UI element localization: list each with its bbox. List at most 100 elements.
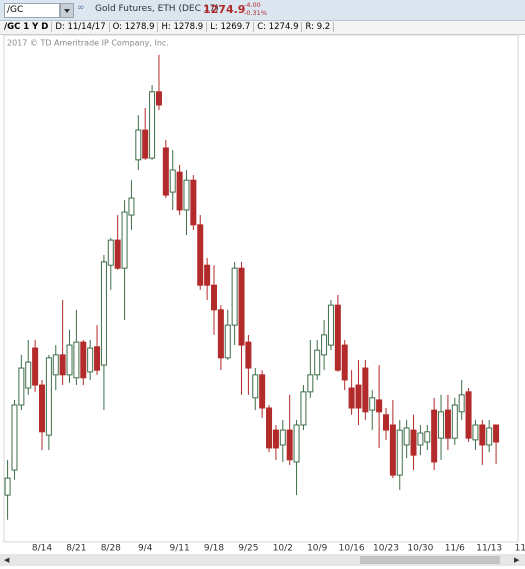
- study-label: /GC 1 Y D: [0, 22, 53, 32]
- candle-body: [444, 409, 451, 439]
- field: H: 1278.9: [158, 22, 208, 32]
- link-icon[interactable]: ∞: [77, 3, 85, 13]
- candle-body: [424, 431, 431, 443]
- candle-body: [396, 429, 403, 476]
- candle-body: [211, 284, 217, 311]
- candle-body: [438, 411, 445, 439]
- candle-body: [479, 424, 486, 446]
- candle-body: [39, 384, 45, 433]
- candle-body: [217, 309, 224, 359]
- candle-body: [293, 424, 300, 463]
- candle-body: [451, 404, 458, 439]
- plot-frame: [3, 35, 519, 543]
- field: R: 9.2: [302, 22, 335, 32]
- candle-body: [403, 427, 410, 446]
- x-tick-label: 11/6: [445, 544, 465, 554]
- candle-body: [4, 477, 11, 496]
- last-price: 1274.9: [203, 3, 246, 16]
- x-tick-label: 9/25: [238, 544, 258, 554]
- scrollbar-thumb[interactable]: [360, 556, 500, 564]
- candle-body: [245, 341, 252, 369]
- candle-body: [465, 391, 472, 439]
- candle-body: [259, 374, 266, 409]
- candle-body: [369, 397, 376, 411]
- candle-body: [231, 267, 238, 326]
- candle-body: [327, 304, 334, 346]
- candle-body: [128, 197, 135, 216]
- candle-body: [307, 374, 314, 393]
- candle-body: [32, 347, 39, 386]
- chart: 2017 © TD Ameritrade IP Company, Inc. ◀ …: [0, 35, 525, 566]
- x-tick-label: 10/23: [373, 544, 399, 554]
- candle-body: [45, 357, 52, 436]
- candle-body: [300, 391, 307, 426]
- candle-body: [149, 91, 156, 159]
- candle-body: [341, 344, 348, 381]
- x-tick-label: 8/28: [101, 544, 121, 554]
- candle-body: [286, 429, 293, 461]
- x-tick-label: 10/9: [307, 544, 327, 554]
- candle-body: [135, 129, 142, 161]
- candle-body: [383, 414, 389, 431]
- candle-body: [121, 211, 128, 269]
- candle-body: [73, 341, 80, 379]
- candle-body: [114, 239, 121, 269]
- candle-body: [183, 179, 190, 211]
- candle-body: [410, 429, 417, 456]
- candle-body: [176, 171, 183, 211]
- candle-body: [417, 432, 424, 446]
- x-tick-label: 11/: [515, 544, 525, 554]
- candle-body: [279, 429, 286, 446]
- symbol-dropdown[interactable]: [60, 3, 74, 18]
- x-tick-label: 11/13: [476, 544, 502, 554]
- symbol-input[interactable]: /GC: [4, 3, 60, 18]
- candle-body: [142, 129, 149, 159]
- x-tick-label: 8/21: [66, 544, 86, 554]
- candle-body: [11, 404, 18, 471]
- field: C: 1274.9: [254, 22, 303, 32]
- x-tick-label: 10/30: [407, 544, 433, 554]
- x-tick-label: 9/4: [138, 544, 153, 554]
- candle-body: [100, 261, 107, 366]
- candle-body: [80, 341, 87, 379]
- candle-body: [348, 387, 355, 409]
- candle-body: [376, 399, 383, 413]
- candle-body: [224, 324, 231, 359]
- x-tick-label: 10/16: [339, 544, 365, 554]
- description: Gold Futures, ETH (DEC 17): [95, 4, 219, 14]
- candle-body: [155, 91, 162, 106]
- x-tick-label: 8/14: [32, 544, 52, 554]
- field: O: 1278.9: [109, 22, 159, 32]
- candle-body: [238, 267, 245, 346]
- scroll-left[interactable]: ◀: [4, 556, 10, 564]
- candle-body: [266, 407, 273, 449]
- candle-body: [204, 264, 211, 286]
- candle-body: [389, 424, 396, 476]
- change-percent: -0.31%: [244, 9, 267, 17]
- candle-body: [59, 354, 66, 376]
- candle-body: [472, 424, 479, 441]
- candle-body: [272, 429, 279, 449]
- candle-body: [52, 354, 59, 376]
- candle-body: [431, 409, 438, 463]
- candle-body: [87, 347, 94, 373]
- candle-body: [18, 367, 25, 406]
- field: L: 1269.7: [207, 22, 255, 32]
- copyright: 2017 © TD Ameritrade IP Company, Inc.: [7, 39, 169, 48]
- candle-body: [334, 304, 341, 371]
- x-tick-label: 9/18: [204, 544, 224, 554]
- field: D: 11/14/17: [52, 22, 110, 32]
- x-tick-label: 9/11: [169, 544, 189, 554]
- toolbar: /GC ∞ Gold Futures, ETH (DEC 17) 1274.9 …: [0, 0, 525, 21]
- candle-body: [25, 361, 32, 389]
- candle-body: [162, 147, 169, 196]
- candle-body: [169, 169, 176, 193]
- candle-body: [493, 424, 500, 443]
- candle-body: [197, 224, 204, 286]
- scroll-right[interactable]: ▶: [514, 556, 520, 564]
- candle-body: [94, 346, 101, 371]
- candle-body: [355, 384, 362, 409]
- candle-body: [252, 374, 259, 399]
- candle-body: [458, 394, 465, 413]
